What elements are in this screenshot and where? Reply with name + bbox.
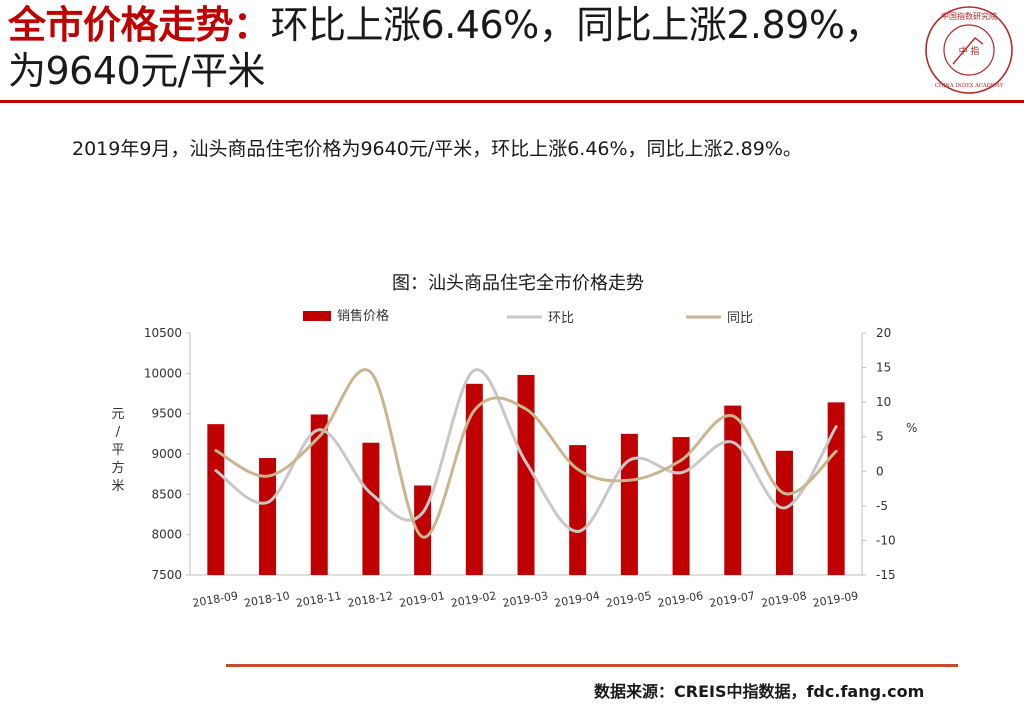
summary-text: 2019年9月，汕头商品住宅价格为9640元/平米，环比上涨6.46%，同比上涨… [72, 138, 802, 160]
left-tick-label: 8500 [151, 487, 182, 501]
legend-swatch-price [303, 311, 331, 321]
left-tick-label: 10500 [144, 326, 182, 340]
price-bar [517, 374, 535, 575]
right-tick-label: 15 [876, 361, 891, 375]
right-tick-label: 5 [876, 430, 884, 444]
right-tick-label: 20 [876, 326, 891, 340]
left-tick-label: 10000 [144, 366, 182, 380]
x-tick-label: 2019-05 [605, 589, 653, 610]
right-tick-label: -10 [876, 533, 896, 547]
price-bar [620, 433, 638, 575]
right-tick-label: 10 [876, 395, 891, 409]
mom-line [214, 368, 838, 533]
price-bar [569, 445, 587, 575]
price-bar [259, 458, 277, 575]
page-title-detail: 环比上涨6.46%，同比上涨2.89%，为9640元/平米 [8, 3, 882, 93]
price-bar [310, 414, 328, 575]
x-tick-label: 2019-07 [708, 589, 756, 610]
yoy-line [214, 368, 838, 539]
x-tick-label: 2019-08 [760, 589, 808, 610]
china-index-academy-logo: 中国指数研究院 中 指 CHINA INDEX ACADEMY [925, 6, 1013, 94]
x-tick-label: 2018-10 [243, 589, 291, 610]
x-tick-label: 2019-06 [657, 589, 705, 610]
right-tick-label: -5 [876, 499, 888, 513]
page-title: 全市价格走势：环比上涨6.46%，同比上涨2.89%，为9640元/平米 [8, 2, 888, 94]
logo-english-text: CHINA INDEX ACADEMY [935, 83, 1004, 89]
price-bar [362, 442, 380, 575]
x-tick-label: 2018-09 [191, 589, 239, 610]
legend-label-price: 销售价格 [337, 308, 389, 324]
x-tick-label: 2018-11 [295, 589, 343, 610]
price-bar [672, 437, 690, 575]
right-tick-label: 0 [876, 464, 884, 478]
x-tick-label: 2019-09 [812, 589, 860, 610]
price-bar [724, 405, 742, 575]
price-bar [207, 424, 225, 575]
x-tick-label: 2019-04 [553, 589, 601, 610]
x-tick-label: 2019-01 [398, 589, 446, 610]
legend-label-mom: 环比 [548, 311, 574, 326]
logo-ring-text: 中国指数研究院 [941, 11, 997, 21]
left-axis-label: 元/平方米 [111, 407, 124, 494]
right-axis-label: % [906, 421, 917, 435]
legend-label-yoy: 同比 [727, 311, 753, 326]
right-tick-label: -15 [876, 568, 896, 582]
chart-title: 图：汕头商品住宅全市价格走势 [392, 273, 644, 294]
price-bar [465, 383, 483, 575]
data-source: 数据来源：CREIS中指数据，fdc.fang.com [594, 682, 925, 701]
footer-divider [226, 664, 958, 667]
left-tick-label: 9500 [151, 407, 182, 421]
x-tick-label: 2018-12 [347, 589, 395, 610]
price-bar [827, 402, 845, 575]
logo-center-text: 中 指 [959, 45, 980, 57]
page-title-heading: 全市价格走势： [8, 3, 271, 47]
title-divider [0, 100, 1024, 103]
left-tick-label: 7500 [151, 568, 182, 582]
price-bar [775, 450, 793, 575]
x-tick-label: 2019-03 [502, 589, 550, 610]
left-tick-label: 8000 [151, 528, 182, 542]
x-tick-label: 2019-02 [450, 589, 498, 610]
left-tick-label: 9000 [151, 447, 182, 461]
